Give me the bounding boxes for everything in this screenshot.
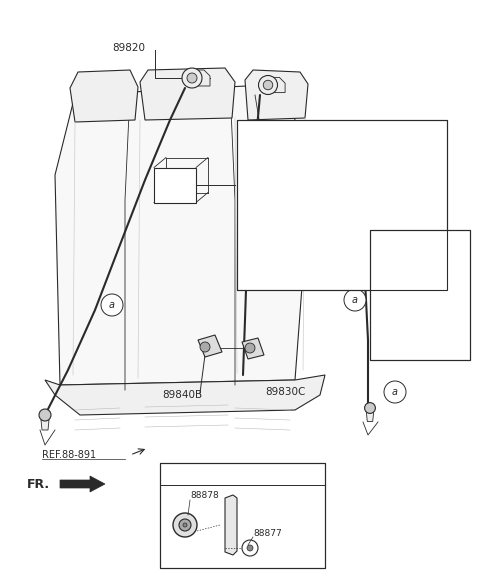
Circle shape	[344, 289, 366, 311]
Polygon shape	[140, 68, 235, 120]
Circle shape	[376, 241, 394, 258]
Polygon shape	[198, 335, 222, 357]
Polygon shape	[366, 413, 373, 421]
Bar	[237, 120, 447, 290]
Text: FR.: FR.	[27, 479, 50, 492]
Circle shape	[182, 68, 202, 88]
Polygon shape	[55, 85, 310, 385]
Circle shape	[173, 513, 197, 537]
Circle shape	[300, 145, 310, 155]
Polygon shape	[41, 420, 49, 430]
Polygon shape	[354, 205, 374, 219]
Bar	[160, 463, 325, 568]
Circle shape	[179, 519, 191, 531]
Circle shape	[187, 73, 197, 83]
Polygon shape	[385, 288, 425, 322]
Polygon shape	[245, 70, 308, 120]
Circle shape	[384, 381, 406, 403]
Polygon shape	[187, 70, 210, 86]
Text: 89899: 89899	[337, 217, 370, 227]
Bar	[370, 230, 470, 360]
Polygon shape	[242, 338, 264, 359]
Polygon shape	[290, 173, 330, 206]
Polygon shape	[370, 243, 389, 257]
Text: 89898: 89898	[237, 178, 270, 188]
Text: a: a	[392, 387, 398, 397]
Text: 89820: 89820	[112, 43, 145, 53]
Text: a: a	[352, 295, 358, 305]
Circle shape	[263, 80, 273, 90]
Text: 89830C: 89830C	[265, 387, 305, 397]
Circle shape	[361, 203, 379, 221]
Bar	[160, 463, 325, 568]
Text: 89840B: 89840B	[162, 390, 202, 400]
Circle shape	[296, 141, 314, 159]
Bar	[370, 230, 470, 360]
Circle shape	[247, 545, 253, 551]
Circle shape	[365, 207, 374, 216]
Text: 89801: 89801	[390, 170, 423, 180]
Polygon shape	[70, 70, 138, 122]
Polygon shape	[263, 77, 285, 93]
Circle shape	[39, 409, 51, 421]
Circle shape	[259, 76, 277, 94]
Circle shape	[381, 246, 389, 254]
Polygon shape	[154, 168, 196, 203]
Polygon shape	[225, 495, 237, 555]
Text: 88877: 88877	[253, 529, 282, 537]
Text: 89897: 89897	[372, 325, 405, 335]
Polygon shape	[300, 143, 321, 157]
Text: REF.88-891: REF.88-891	[42, 450, 96, 460]
Polygon shape	[45, 375, 325, 415]
Text: 89810: 89810	[418, 300, 451, 310]
Circle shape	[165, 465, 183, 483]
Polygon shape	[298, 202, 343, 239]
Polygon shape	[295, 215, 325, 270]
Circle shape	[245, 343, 255, 353]
Text: 88878: 88878	[190, 490, 219, 499]
Circle shape	[365, 403, 375, 413]
Polygon shape	[60, 476, 105, 492]
Circle shape	[200, 342, 210, 352]
Text: a: a	[171, 469, 177, 479]
Circle shape	[183, 523, 187, 527]
Bar	[237, 120, 447, 290]
Text: a: a	[109, 300, 115, 310]
Circle shape	[101, 294, 123, 316]
